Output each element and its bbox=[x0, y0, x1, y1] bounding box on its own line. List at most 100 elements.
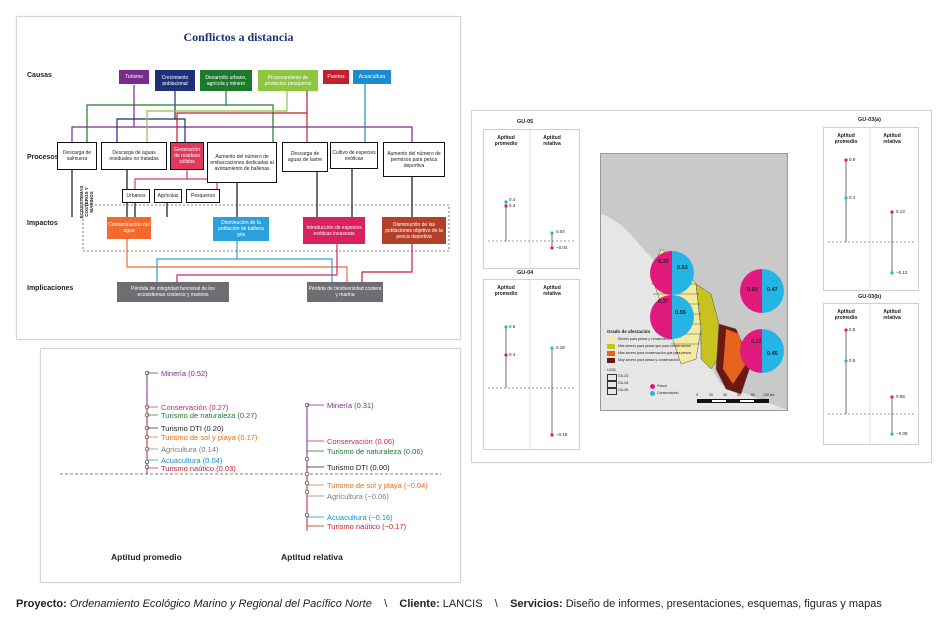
panel-gu03b: Aptitud promedio Aptitud relativa 0.8 0.… bbox=[823, 303, 919, 445]
diagram-title: Conflictos a distancia bbox=[183, 30, 294, 44]
process-salmuera: Descarga de salmuera bbox=[57, 142, 97, 170]
pie-legend-pesca: Pesca bbox=[657, 384, 667, 388]
panel-gu05: Aptitud promedio Aptitud relativa 0.4 0.… bbox=[483, 129, 580, 269]
right-item-agricultura: Agricultura (−0.06) bbox=[327, 492, 389, 501]
scale-40: 40 bbox=[723, 393, 727, 397]
legend-swatch-3 bbox=[607, 351, 615, 356]
left-item-turismo-dti: Turismo DTI (0.20) bbox=[161, 424, 224, 433]
pie3-b: 0.47 bbox=[767, 287, 778, 293]
scale-60: 60 bbox=[737, 393, 741, 397]
diagram-connectors bbox=[71, 83, 450, 282]
map-graphic bbox=[601, 154, 787, 410]
legend-item-4: Muy severo para pesca y conservación bbox=[618, 358, 679, 362]
footer-proyecto: Ordenamiento Ecológico Marino y Regional… bbox=[69, 598, 372, 610]
gu04-v2b: −0.18 bbox=[556, 432, 568, 437]
panel-gu04-title: GU-04 bbox=[517, 270, 534, 276]
gu05-v1b: 0.3 bbox=[509, 203, 516, 208]
uga-title: UGA bbox=[607, 367, 616, 372]
pie1-b: 0.53 bbox=[677, 265, 688, 271]
project-footer: Proyecto: Ordenamiento Ecológico Marino … bbox=[16, 598, 882, 610]
pie4-b: 0.45 bbox=[767, 351, 778, 357]
impact-especies-invasoras: Introducción de especies exóticas invaso… bbox=[303, 217, 365, 244]
uga-swatch-3 bbox=[607, 388, 617, 395]
implication-biodiversidad: Pérdida de biodiversidad costera y marin… bbox=[307, 282, 383, 302]
panel-gu03a-title: GU-03(a) bbox=[858, 117, 881, 123]
left-item-agricultura: Agricultura (0.14) bbox=[161, 445, 219, 454]
gu03a-v1a: 0.8 bbox=[849, 157, 856, 162]
subprocess-agricolas: Agrícolas bbox=[154, 189, 182, 203]
pie-legend-conservacion: Conservación bbox=[657, 391, 679, 395]
subprocess-pesqueros: Pesqueros bbox=[186, 189, 220, 203]
gu03b-v1b: 0.5 bbox=[849, 358, 856, 363]
gu05-v1a: 0.4 bbox=[509, 197, 516, 202]
impact-contaminacion: Contaminación del agua bbox=[107, 217, 151, 239]
gu03a-v2b: −0.13 bbox=[896, 270, 908, 275]
footer-sep-1: \ bbox=[384, 598, 388, 610]
cause-puertos: Puertos bbox=[323, 70, 349, 84]
uga-swatch-1 bbox=[607, 374, 617, 381]
impact-ballena-gris: Disminución de la población de ballena g… bbox=[213, 217, 269, 241]
pie1-a: 0.35 bbox=[658, 259, 669, 265]
panel-gu04: Aptitud promedio Aptitud relativa 0.6 0.… bbox=[483, 279, 580, 450]
uga-item-1: GU-03 bbox=[618, 374, 629, 378]
legend-item-1: Severo para pesca y conservación bbox=[618, 337, 672, 341]
uga-item-2: GU-04 bbox=[618, 381, 629, 385]
pie2-a: 0.37 bbox=[658, 299, 669, 305]
gu03b-col2: Aptitud relativa bbox=[883, 309, 901, 321]
right-item-turismo-dti: Turismo DTI (0.00) bbox=[327, 463, 390, 472]
process-pesca-deportiva: Aumento del número de permisos para pesc… bbox=[383, 142, 445, 177]
diagram-panel: Conflictos a distancia Causas Procesos I… bbox=[16, 16, 461, 340]
left-item-turismo-naturaleza: Turismo de naturaleza (0.27) bbox=[161, 411, 258, 420]
gu03b-v1a: 0.8 bbox=[849, 327, 856, 332]
conservacion-dot bbox=[650, 391, 655, 396]
gu05-v2a: 0.04 bbox=[556, 229, 565, 234]
pie3-a: 0.50 bbox=[747, 287, 758, 293]
scale-0: 0 bbox=[696, 393, 698, 397]
process-residuos-solidos: Generación de residuos sólidos bbox=[170, 142, 204, 170]
gu04-v1b: 0.4 bbox=[509, 352, 516, 357]
caption-aptitud-relativa: Aptitud relativa bbox=[281, 552, 343, 562]
left-item-turismo-nautico: Turismo naútico (0.03) bbox=[161, 464, 236, 473]
gu03a-v2a: 0.13 bbox=[896, 209, 905, 214]
gu04-col1: Aptitud promedio bbox=[494, 285, 518, 297]
cause-procesamiento: Procesamiento de productos pesqueros bbox=[258, 70, 318, 91]
gu03b-v2a: 0.08 bbox=[896, 394, 905, 399]
gu03a-col1: Aptitud promedio bbox=[834, 133, 858, 145]
legend-swatch-4 bbox=[607, 358, 615, 363]
caption-aptitud-promedio: Aptitud promedio bbox=[111, 552, 182, 562]
pie4-a: 0.37 bbox=[751, 339, 762, 345]
right-item-mineria: Minería (0.31) bbox=[327, 401, 374, 410]
panel-gu03a: Aptitud promedio Aptitud relativa 0.8 0.… bbox=[823, 127, 919, 291]
legend-item-3: Más severo para conservación que para pe… bbox=[618, 351, 691, 355]
process-aguas-lastre: Descarga de aguas de lastre bbox=[282, 142, 328, 172]
map-panel: GU-05 Aptitud promedio Aptitud relativa … bbox=[471, 110, 932, 463]
implication-integridad: Pérdida de integridad funcional de los e… bbox=[117, 282, 229, 302]
panel-gu03b-title: GU-03(b) bbox=[858, 294, 882, 300]
pie2-b: 0.55 bbox=[675, 310, 686, 316]
gu03a-col2: Aptitud relativa bbox=[883, 133, 901, 145]
cause-turismo: Turismo bbox=[119, 70, 149, 84]
footer-servicios: Diseño de informes, presentaciones, esqu… bbox=[565, 598, 882, 610]
uga-swatch-2 bbox=[607, 381, 617, 388]
scale-100: 100 km bbox=[763, 393, 775, 397]
gu04-col2: Aptitud relativa bbox=[543, 285, 561, 297]
lollipop-lines bbox=[60, 370, 441, 531]
uga-item-3: GU-05 bbox=[618, 388, 629, 392]
footer-sep-2: \ bbox=[494, 598, 498, 610]
process-aguas-residuales: Descarga de aguas residuales no tratadas bbox=[101, 142, 167, 170]
cause-desarrollo: Desarrollo urbano, agrícola y minero bbox=[200, 70, 252, 91]
gu04-v2a: 0.18 bbox=[556, 345, 565, 350]
impact-pesca-deportiva: Disminución de las poblaciones objetivo … bbox=[382, 217, 446, 244]
map-legend-title: Grado de afectación bbox=[607, 329, 651, 334]
left-item-acuacultura: Acuacultura (0.04) bbox=[161, 456, 223, 465]
panel-gu05-title: GU-05 bbox=[517, 119, 534, 125]
cause-crecimiento-poblacional: Crecimiento poblacional bbox=[155, 70, 195, 91]
legend-swatch-1 bbox=[607, 337, 615, 342]
gu05-v2b: −0.04 bbox=[556, 245, 568, 250]
footer-proyecto-label: Proyecto: bbox=[16, 598, 67, 610]
gu05-col1: Aptitud promedio bbox=[494, 135, 518, 147]
gu03b-v2b: −0.08 bbox=[896, 431, 908, 436]
right-item-acuacultura: Acuacultura (−0.16) bbox=[327, 513, 393, 522]
row-label-impactos: Impactos bbox=[27, 220, 58, 227]
ecosystems-side-label: ECOSISTEMAS COSTEROS Y MARINOS bbox=[79, 185, 94, 219]
